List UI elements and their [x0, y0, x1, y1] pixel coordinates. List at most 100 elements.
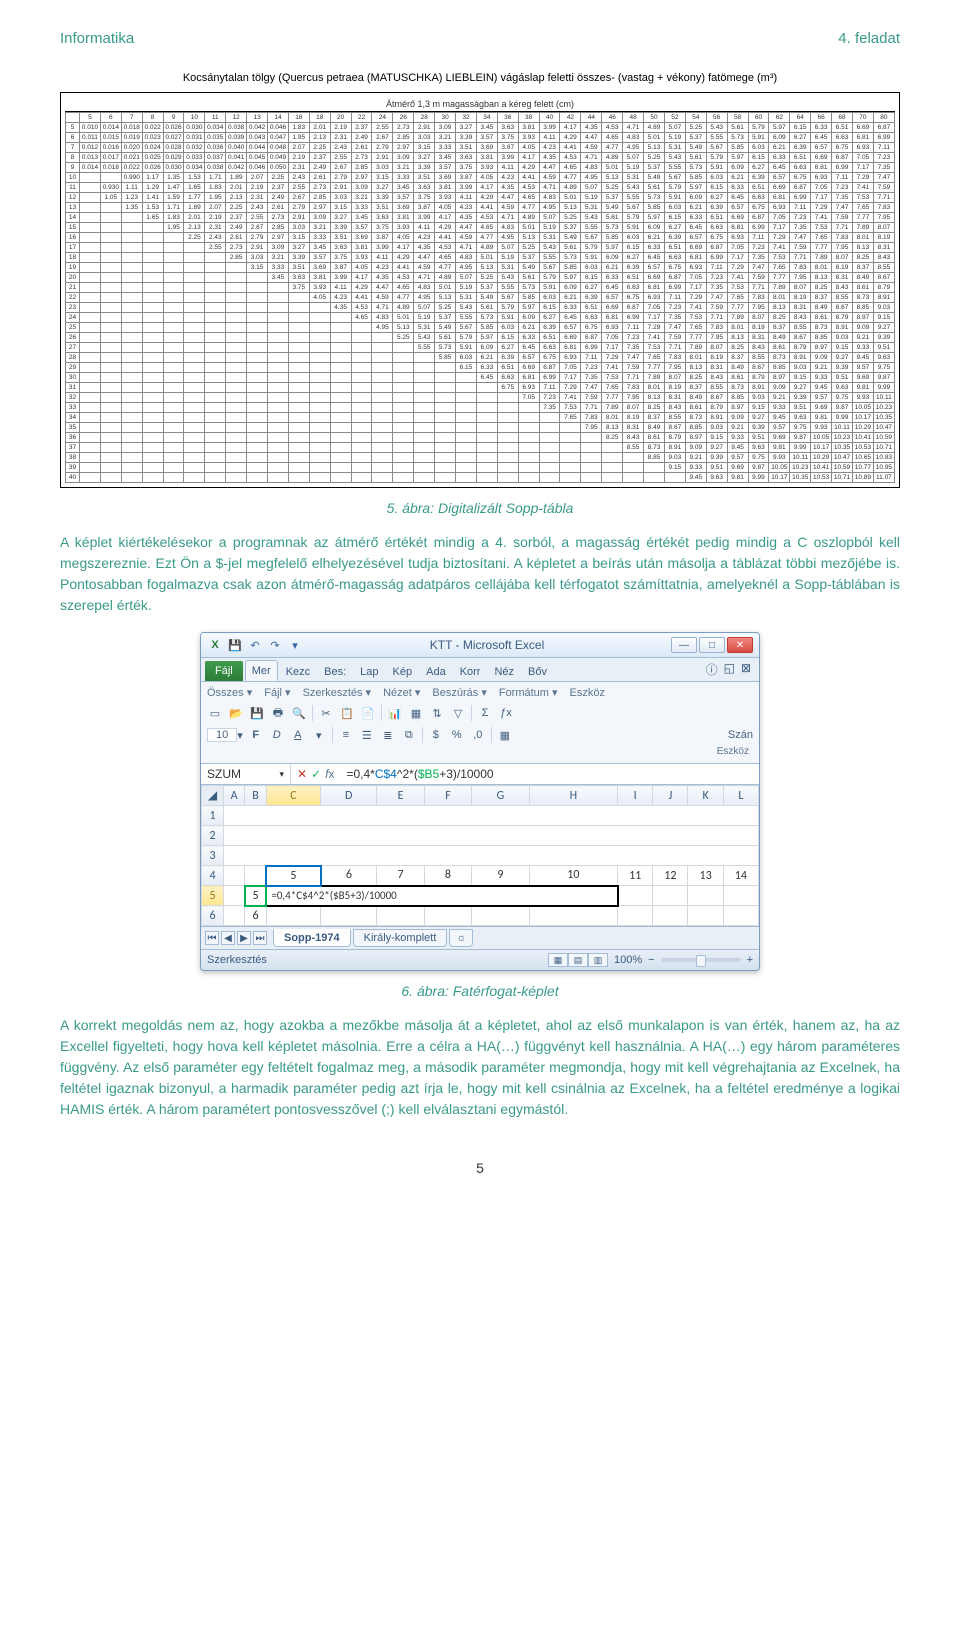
col-header[interactable]: D: [321, 786, 377, 806]
name-box[interactable]: SZUM▾: [201, 764, 291, 784]
col-header[interactable]: G: [472, 786, 529, 806]
ribbon-group-insert[interactable]: Beszúrás ▾: [432, 686, 486, 699]
zoom-slider[interactable]: [661, 958, 741, 962]
cut-icon[interactable]: ✂: [318, 705, 334, 721]
currency-icon[interactable]: $: [428, 727, 444, 743]
borders-icon[interactable]: ▦: [497, 727, 513, 743]
sum-icon[interactable]: Σ: [477, 705, 493, 721]
percent-icon[interactable]: %: [449, 727, 465, 743]
sopp-cell: [372, 403, 393, 413]
ribbon-minimize-icon[interactable]: ◱: [724, 661, 735, 678]
preview-icon[interactable]: 🔍: [291, 705, 307, 721]
save2-icon[interactable]: 💾: [249, 705, 265, 721]
new-icon[interactable]: ▭: [207, 705, 223, 721]
col-header[interactable]: A: [224, 786, 245, 806]
zoom-out-icon[interactable]: −: [648, 954, 654, 966]
row-header[interactable]: 4: [202, 866, 224, 886]
undo-icon[interactable]: ↶: [247, 637, 263, 653]
ribbon-group-all[interactable]: Összes ▾: [207, 686, 252, 699]
underline-icon[interactable]: A: [290, 727, 306, 743]
merge-icon[interactable]: ⧉: [401, 727, 417, 743]
close-button[interactable]: ✕: [727, 637, 753, 653]
tab-view[interactable]: Korr: [454, 662, 487, 681]
align-right-icon[interactable]: ≣: [380, 727, 396, 743]
row-header[interactable]: 1: [202, 806, 224, 826]
align-center-icon[interactable]: ☰: [359, 727, 375, 743]
tab-file[interactable]: Fájl: [205, 661, 243, 681]
cell-C5-active[interactable]: =0,4*C$4^2*($B5+3)/10000: [266, 886, 617, 906]
sheet-tab-kiraly[interactable]: Király-komplett: [353, 929, 448, 947]
maximize-button[interactable]: □: [699, 637, 725, 653]
formula-input[interactable]: =0,4*C$4^2*($B5+3)/10000: [340, 764, 759, 784]
print-icon[interactable]: 🖶: [270, 705, 286, 721]
tab-review[interactable]: Ada: [420, 662, 452, 681]
col-header[interactable]: E: [377, 786, 424, 806]
view-pagelayout-icon[interactable]: ▤: [568, 953, 588, 967]
fx-button-icon[interactable]: fx: [325, 767, 334, 781]
qat-dropdown-icon[interactable]: ▾: [287, 637, 303, 653]
col-header[interactable]: I: [618, 786, 653, 806]
tab-nav-first-icon[interactable]: ⏮: [205, 931, 219, 945]
sopp-cell: 7.11: [706, 263, 727, 273]
col-header[interactable]: J: [653, 786, 688, 806]
fx-icon[interactable]: ƒx: [498, 705, 514, 721]
tab-home[interactable]: Mer: [245, 660, 278, 681]
row-header[interactable]: 2: [202, 826, 224, 846]
col-header[interactable]: L: [723, 786, 758, 806]
sheet-tab-new-icon[interactable]: ☼: [449, 929, 473, 947]
sheet-grid[interactable]: ◢ A B C D E F G H I J K L 1 2 3: [201, 785, 759, 926]
sopp-cell: [309, 443, 330, 453]
tab-formulas[interactable]: Lap: [354, 662, 384, 681]
tab-nav-last-icon[interactable]: ⏭: [253, 931, 267, 945]
ribbon-group-file[interactable]: Fájl ▾: [264, 686, 290, 699]
fontcolor-icon[interactable]: ▾: [311, 727, 327, 743]
minimize-button[interactable]: —: [671, 637, 697, 653]
col-header[interactable]: K: [688, 786, 723, 806]
help-icon[interactable]: ⓘ: [706, 661, 718, 678]
paste-icon[interactable]: 📄: [360, 705, 376, 721]
row-header[interactable]: 6: [202, 906, 224, 926]
accept-formula-icon[interactable]: ✓: [311, 767, 321, 781]
redo-icon[interactable]: ↷: [267, 637, 283, 653]
sort-icon[interactable]: ⇅: [429, 705, 445, 721]
cell-B5[interactable]: 5: [245, 886, 267, 906]
bold-icon[interactable]: F: [248, 727, 264, 743]
filter-icon[interactable]: ▽: [450, 705, 466, 721]
row-header[interactable]: 5: [202, 886, 224, 906]
tab-nav-prev-icon[interactable]: ◀: [221, 931, 235, 945]
mdi-close-icon[interactable]: ⊠: [741, 661, 751, 678]
cancel-formula-icon[interactable]: ✕: [297, 767, 307, 781]
tab-insert[interactable]: Kezc: [280, 662, 316, 681]
chart-icon[interactable]: 📊: [387, 705, 403, 721]
col-header[interactable]: B: [245, 786, 267, 806]
view-pagebreak-icon[interactable]: ▥: [588, 953, 608, 967]
view-normal-icon[interactable]: ▦: [548, 953, 568, 967]
ribbon-group-view[interactable]: Nézet ▾: [383, 686, 420, 699]
zoom-in-icon[interactable]: +: [747, 954, 753, 966]
sopp-cell: 8.19: [623, 413, 644, 423]
align-left-icon[interactable]: ≡: [338, 727, 354, 743]
sheet-tab-sopp[interactable]: Sopp-1974: [273, 929, 351, 947]
col-header[interactable]: H: [529, 786, 617, 806]
select-all-corner[interactable]: ◢: [202, 786, 224, 806]
tab-addins[interactable]: Bőv: [522, 662, 553, 681]
decimals-icon[interactable]: ,0: [470, 727, 486, 743]
tab-data[interactable]: Kép: [387, 662, 419, 681]
col-header[interactable]: F: [424, 786, 471, 806]
ribbon-group-edit[interactable]: Szerkesztés ▾: [303, 686, 372, 699]
tab-pagelayout[interactable]: Bes:: [318, 662, 352, 681]
sopp-cell: 8.07: [706, 343, 727, 353]
copy-icon[interactable]: 📋: [339, 705, 355, 721]
row-header[interactable]: 3: [202, 846, 224, 866]
table-icon[interactable]: ▦: [408, 705, 424, 721]
ribbon-group-format[interactable]: Formátum ▾: [499, 686, 558, 699]
cell-C4[interactable]: 5: [266, 866, 320, 886]
tab-nav-next-icon[interactable]: ▶: [237, 931, 251, 945]
fontsize-box[interactable]: 10▾: [207, 727, 243, 743]
ribbon-group-tools[interactable]: Eszköz: [570, 687, 605, 699]
col-header[interactable]: C: [266, 786, 320, 806]
save-icon[interactable]: 💾: [227, 637, 243, 653]
tab-developer[interactable]: Néz: [488, 662, 520, 681]
open-icon[interactable]: 📂: [228, 705, 244, 721]
italic-icon[interactable]: D: [269, 727, 285, 743]
